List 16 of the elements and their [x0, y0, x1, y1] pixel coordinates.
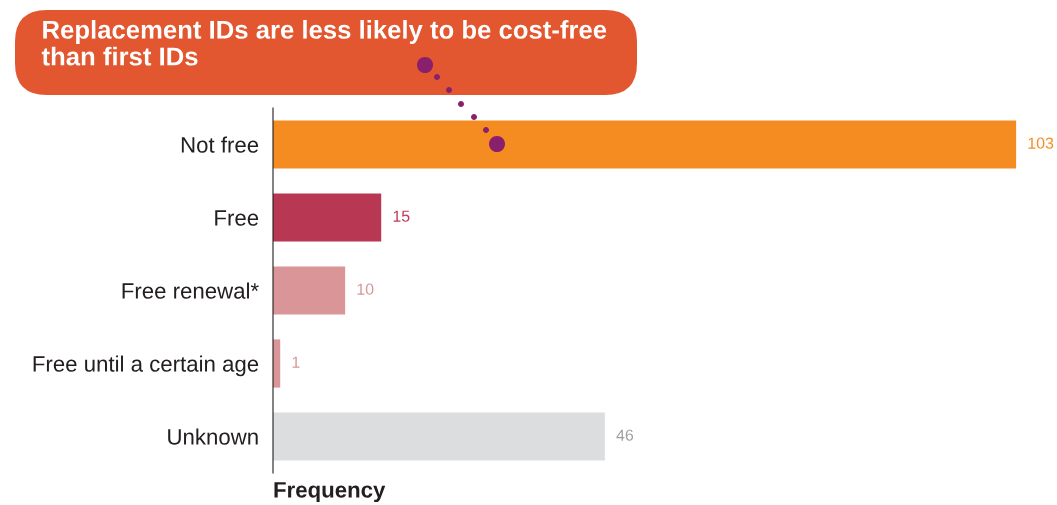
data-label: 10 — [357, 283, 374, 295]
y-tick-label: Free until a certain age — [33, 355, 259, 377]
bar — [273, 412, 605, 461]
y-tick-label: Free renewal* — [122, 282, 259, 299]
bar — [273, 193, 382, 242]
y-tick-label: Free — [215, 210, 259, 226]
data-label: 103 — [1028, 137, 1054, 149]
data-label: 1 — [292, 356, 300, 368]
bar — [273, 120, 1017, 169]
y-tick-label: Unknown — [168, 428, 258, 445]
chart-title: Replacement IDs are less likely to be cost-free than first IDs — [41, 20, 607, 66]
data-label: 46 — [616, 429, 634, 441]
bar — [273, 266, 346, 315]
x-axis-title: Frequency — [274, 482, 386, 503]
y-tick-label: Not free — [181, 136, 259, 153]
data-label: 15 — [393, 210, 410, 222]
